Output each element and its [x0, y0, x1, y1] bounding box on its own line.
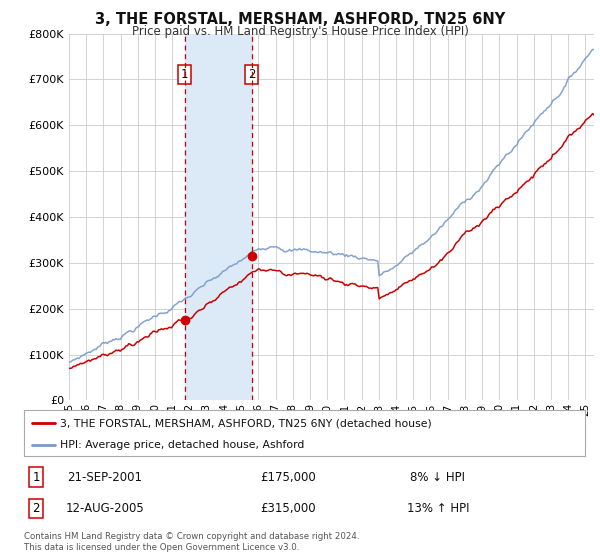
Text: 2: 2 [32, 502, 40, 515]
Text: This data is licensed under the Open Government Licence v3.0.: This data is licensed under the Open Gov… [24, 543, 299, 552]
Text: 2: 2 [248, 68, 256, 81]
Text: 12-AUG-2005: 12-AUG-2005 [65, 502, 145, 515]
Text: 1: 1 [32, 470, 40, 484]
Text: £315,000: £315,000 [260, 502, 316, 515]
Text: 21-SEP-2001: 21-SEP-2001 [67, 470, 143, 484]
Text: 8% ↓ HPI: 8% ↓ HPI [410, 470, 466, 484]
Text: 3, THE FORSTAL, MERSHAM, ASHFORD, TN25 6NY: 3, THE FORSTAL, MERSHAM, ASHFORD, TN25 6… [95, 12, 505, 27]
Text: Price paid vs. HM Land Registry's House Price Index (HPI): Price paid vs. HM Land Registry's House … [131, 25, 469, 38]
Text: £175,000: £175,000 [260, 470, 316, 484]
Bar [185, 34, 251, 400]
Text: HPI: Average price, detached house, Ashford: HPI: Average price, detached house, Ashf… [61, 440, 305, 450]
Text: 1: 1 [181, 68, 188, 81]
Text: 13% ↑ HPI: 13% ↑ HPI [407, 502, 469, 515]
Text: Contains HM Land Registry data © Crown copyright and database right 2024.: Contains HM Land Registry data © Crown c… [24, 532, 359, 541]
Text: 3, THE FORSTAL, MERSHAM, ASHFORD, TN25 6NY (detached house): 3, THE FORSTAL, MERSHAM, ASHFORD, TN25 6… [61, 418, 432, 428]
